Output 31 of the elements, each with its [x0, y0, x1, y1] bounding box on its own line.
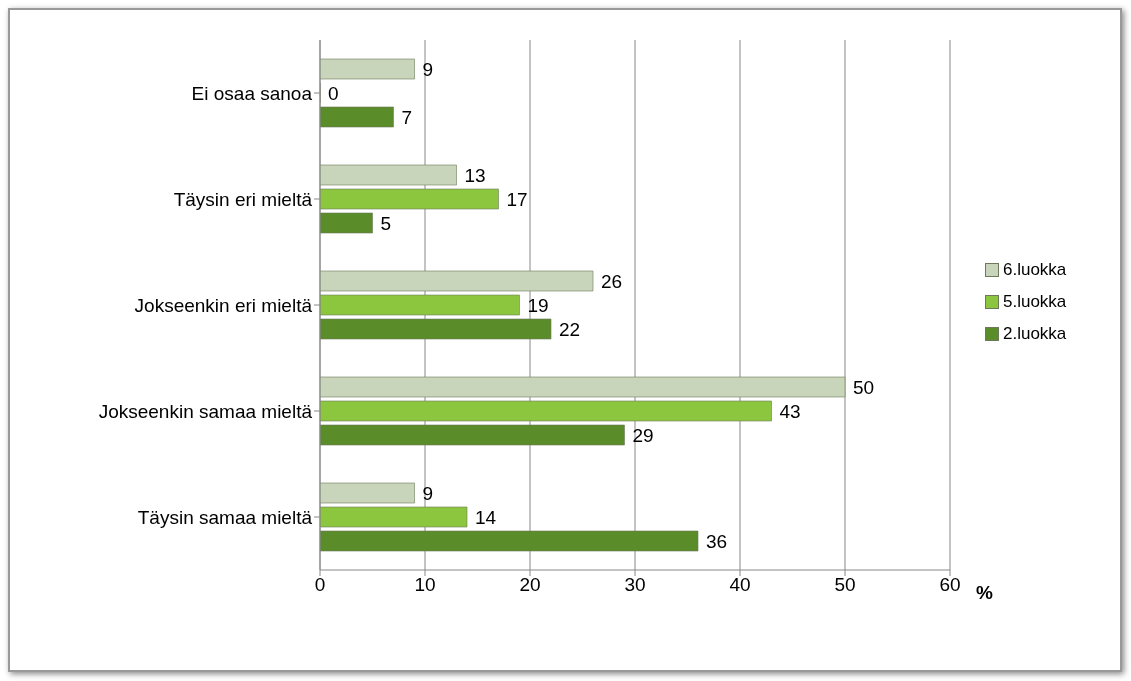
legend-label: 2.luokka: [1003, 324, 1067, 344]
data-label: 13: [464, 164, 486, 186]
x-axis-title: %: [976, 582, 993, 604]
x-tick-label: 30: [624, 574, 646, 596]
legend-label: 5.luokka: [1003, 292, 1067, 312]
x-tick-label: 60: [939, 574, 961, 596]
data-label: 26: [601, 270, 623, 292]
data-label: 36: [706, 530, 728, 552]
data-label: 43: [779, 400, 801, 422]
data-label: 14: [475, 506, 497, 528]
data-label: 19: [527, 294, 549, 316]
data-label: 50: [853, 376, 875, 398]
y-tick-label: Täysin samaa mieltä: [137, 506, 313, 528]
x-tick-label: 20: [519, 574, 541, 596]
data-label: 0: [328, 82, 339, 104]
x-tick-label: 10: [414, 574, 436, 596]
x-tick-label: 0: [314, 574, 326, 596]
data-label: 9: [422, 482, 434, 504]
y-tick-label: Ei osaa sanoa: [191, 82, 313, 104]
y-tick-label: Täysin eri mieltä: [173, 188, 313, 210]
data-label: 29: [632, 424, 654, 446]
data-label: 22: [559, 318, 581, 340]
y-tick-label: Jokseenkin eri mieltä: [134, 294, 313, 316]
legend-label: 6.luokka: [1003, 260, 1067, 280]
y-tick-label: Jokseenkin samaa mieltä: [98, 400, 313, 422]
x-tick-label: 40: [729, 574, 751, 596]
data-label: 17: [506, 188, 528, 210]
data-label: 7: [401, 106, 413, 128]
data-label: 5: [380, 212, 392, 234]
x-tick-label: 50: [834, 574, 856, 596]
data-label: 9: [422, 58, 434, 80]
